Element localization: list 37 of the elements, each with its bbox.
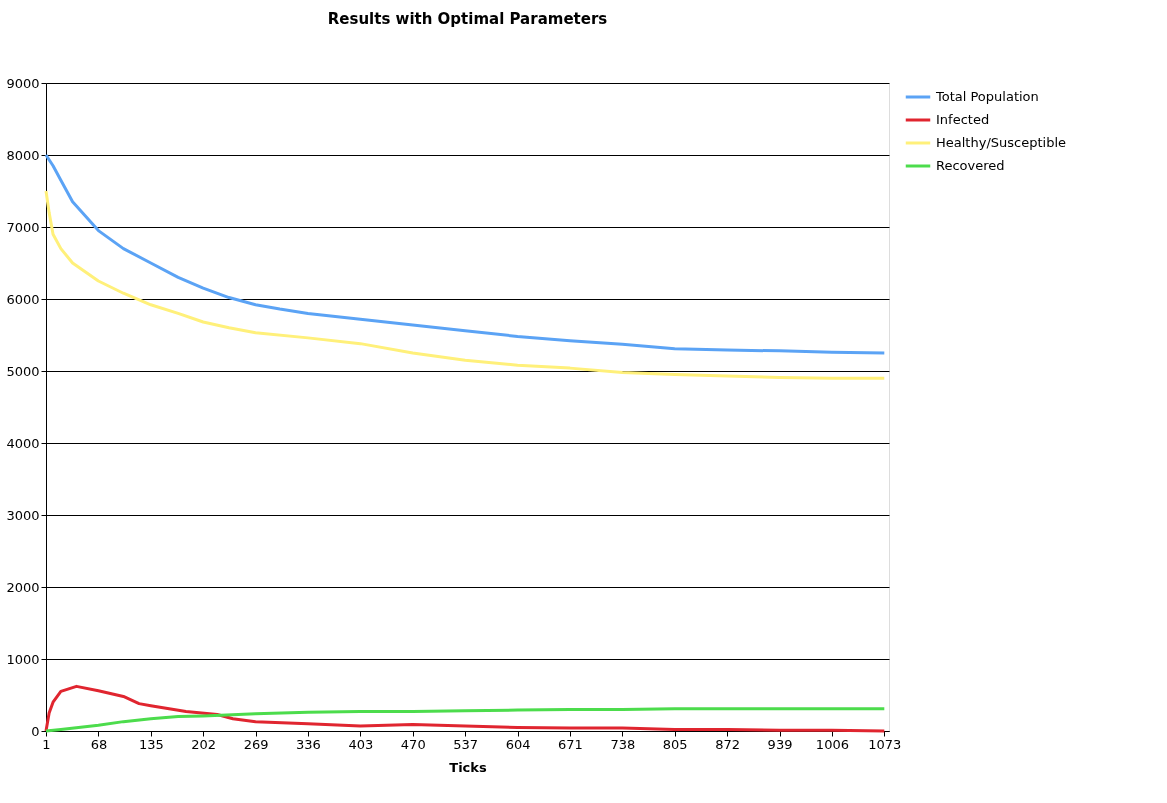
x-tick-label: 202 (191, 736, 217, 752)
x-tick-label: 604 (505, 736, 531, 752)
y-tick-label: 0 (31, 723, 40, 739)
legend-label: Infected (936, 112, 990, 127)
x-tick-label: 1006 (815, 736, 849, 752)
x-tick-label: 269 (243, 736, 269, 752)
legend-label: Total Population (935, 89, 1039, 104)
x-tick-label: 470 (400, 736, 426, 752)
line-series (44, 684, 886, 733)
x-tick-label: 68 (90, 736, 108, 752)
x-tick-label: 1 (42, 736, 51, 752)
x-tick-label: 135 (138, 736, 164, 752)
x-tick-label: 1073 (868, 736, 902, 752)
y-tick-label: 4000 (6, 435, 40, 451)
x-tick-label: 537 (453, 736, 479, 752)
line-series (44, 707, 886, 733)
x-tick-label: 939 (767, 736, 793, 752)
x-tick-label: 805 (662, 736, 688, 752)
line-series (44, 189, 886, 380)
y-tick-label: 8000 (6, 147, 40, 163)
x-axis-title: Ticks (449, 759, 487, 775)
x-tick-label: 336 (296, 736, 321, 752)
y-tick-label: 9000 (6, 75, 40, 91)
x-tick-label: 738 (610, 736, 636, 752)
y-tick-label: 2000 (6, 579, 40, 595)
y-tick-label: 1000 (6, 651, 40, 667)
x-tick-label: 403 (348, 736, 374, 752)
chart-title: Results with Optimal Parameters (327, 10, 608, 28)
y-tick-label: 5000 (6, 363, 40, 379)
y-tick-label: 7000 (6, 219, 40, 235)
y-tick-label: 3000 (6, 507, 40, 523)
legend-label: Healthy/Susceptible (936, 135, 1066, 150)
x-tick-label: 671 (558, 736, 583, 752)
legend-label: Recovered (936, 158, 1005, 173)
x-tick-label: 872 (715, 736, 741, 752)
line-series (44, 153, 886, 355)
y-tick-label: 6000 (6, 291, 40, 307)
